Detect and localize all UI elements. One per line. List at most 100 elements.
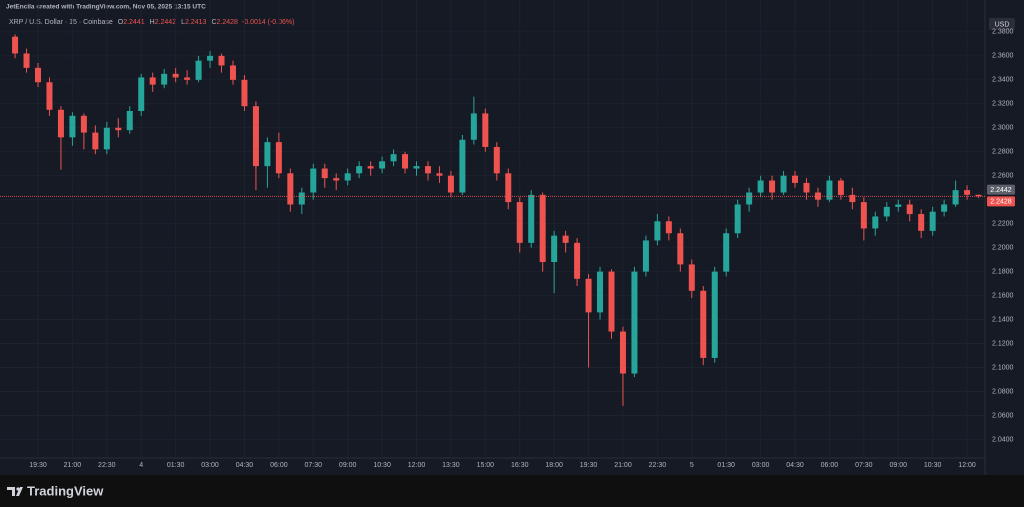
x-tick-label: 03:00 bbox=[752, 462, 770, 469]
candle-body bbox=[700, 290, 707, 358]
candle-body bbox=[459, 139, 466, 193]
candle-body bbox=[895, 204, 902, 207]
legend-value: 2.2442 bbox=[155, 19, 177, 26]
candle-body bbox=[470, 113, 477, 140]
candle-body bbox=[516, 202, 523, 243]
candle-body bbox=[241, 79, 248, 107]
candle-body bbox=[723, 233, 730, 272]
y-tick-label: 2.1600 bbox=[992, 292, 1014, 299]
candle-body bbox=[792, 175, 799, 183]
candle-body bbox=[46, 82, 53, 110]
y-tick-label: 2.0400 bbox=[992, 436, 1014, 443]
candle-body bbox=[172, 73, 179, 78]
y-tick-label: 2.3400 bbox=[992, 77, 1014, 84]
legend-key: C bbox=[211, 19, 216, 26]
candle-body bbox=[287, 173, 294, 205]
x-tick-label: 22:30 bbox=[98, 462, 116, 469]
y-tick-label: 2.1200 bbox=[992, 340, 1014, 347]
candle-body bbox=[528, 194, 535, 243]
candle-body bbox=[585, 278, 592, 313]
candle-body bbox=[298, 192, 305, 205]
price-tag-label: 2.2428 bbox=[990, 199, 1012, 206]
x-tick-label: 10:30 bbox=[373, 462, 391, 469]
candle-body bbox=[264, 142, 271, 167]
candle-body bbox=[562, 235, 569, 243]
symbol: XRP / U.S. Dollar · 15 · Coinbase bbox=[9, 19, 113, 26]
candle-body bbox=[218, 55, 225, 66]
x-tick-label: 4 bbox=[139, 462, 143, 469]
candle-body bbox=[126, 110, 133, 131]
candle-body bbox=[505, 173, 512, 203]
x-tick-label: 10:30 bbox=[924, 462, 942, 469]
x-tick-label: 06:00 bbox=[270, 462, 288, 469]
y-tick-label: 2.1400 bbox=[992, 316, 1014, 323]
x-tick-label: 22:30 bbox=[649, 462, 667, 469]
candle-body bbox=[746, 192, 753, 205]
x-tick-label: 03:00 bbox=[201, 462, 219, 469]
candle-body bbox=[379, 161, 386, 169]
legend: XRP / U.S. Dollar · 15 · Coinbase O2.2441… bbox=[9, 19, 294, 26]
logo bbox=[7, 487, 23, 496]
candle-body bbox=[229, 65, 236, 80]
candle-body bbox=[23, 53, 30, 68]
x-tick-label: 19:30 bbox=[29, 462, 47, 469]
x-tick-label: 06:00 bbox=[821, 462, 839, 469]
candle-body bbox=[92, 132, 99, 150]
candle-body bbox=[803, 182, 810, 193]
x-tick-label: 12:00 bbox=[408, 462, 426, 469]
candle-body bbox=[780, 175, 787, 193]
y-tick-label: 2.0600 bbox=[992, 412, 1014, 419]
candle-body bbox=[367, 166, 374, 169]
candle-body bbox=[138, 77, 145, 111]
candle-body bbox=[447, 175, 454, 193]
x-tick-label: 16:30 bbox=[511, 462, 529, 469]
y-tick-label: 2.3200 bbox=[992, 101, 1014, 108]
candle-body bbox=[814, 192, 821, 200]
x-tick-label: 13:30 bbox=[442, 462, 460, 469]
candle-body bbox=[619, 331, 626, 374]
x-tick-label: 01:30 bbox=[717, 462, 735, 469]
candle-body bbox=[918, 214, 925, 231]
candle-body bbox=[952, 190, 959, 205]
legend-change: -0.0014 (-0.06%) bbox=[242, 19, 295, 26]
candle-body bbox=[941, 204, 948, 212]
header: JetEncila created with TradingView.com, … bbox=[6, 4, 206, 11]
candle-body bbox=[149, 77, 156, 85]
candle-body bbox=[333, 178, 340, 181]
x-tick-label: 07:30 bbox=[305, 462, 323, 469]
candle-body bbox=[184, 77, 191, 80]
candle-body bbox=[80, 115, 87, 133]
candle-body bbox=[402, 154, 409, 169]
x-tick-label: 09:00 bbox=[889, 462, 907, 469]
x-tick-label: 21:00 bbox=[614, 462, 632, 469]
candle-body bbox=[631, 271, 638, 374]
candle-body bbox=[975, 194, 982, 197]
candle-body bbox=[103, 127, 110, 150]
x-tick-label: 18:00 bbox=[545, 462, 563, 469]
candle-body bbox=[551, 235, 558, 263]
candle-body bbox=[356, 166, 363, 174]
candle-body bbox=[608, 271, 615, 332]
y-tick-label: 2.1000 bbox=[992, 364, 1014, 371]
legend-key: L bbox=[181, 19, 185, 26]
y-tick-label: 2.2800 bbox=[992, 149, 1014, 156]
candle-body bbox=[597, 271, 604, 313]
brand: TradingView bbox=[27, 483, 104, 498]
candle-body bbox=[321, 168, 328, 179]
candle-body bbox=[539, 194, 546, 263]
candle-body bbox=[252, 106, 259, 167]
candle-body bbox=[665, 221, 672, 234]
candle-body bbox=[161, 73, 168, 85]
price-tag-box bbox=[987, 196, 1015, 207]
x-tick-label: 04:30 bbox=[236, 462, 254, 469]
candle-body bbox=[12, 36, 19, 54]
x-tick-label: 19:30 bbox=[580, 462, 598, 469]
price-tag-label: 2.2442 bbox=[990, 187, 1012, 194]
y-tick-label: 2.2000 bbox=[992, 244, 1014, 251]
candle-body bbox=[654, 221, 661, 241]
y-tick-label: 2.0800 bbox=[992, 388, 1014, 395]
candle-body bbox=[906, 204, 913, 215]
candle-body bbox=[872, 216, 879, 229]
x-tick-label: 01:30 bbox=[167, 462, 185, 469]
